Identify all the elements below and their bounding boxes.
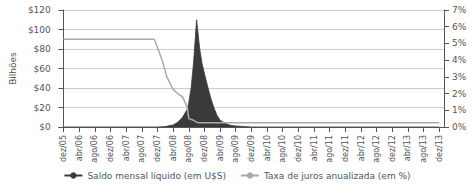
svg-text:$100: $100 xyxy=(28,25,51,35)
svg-text:dez/05: dez/05 xyxy=(59,135,68,162)
svg-text:2%: 2% xyxy=(452,89,467,99)
svg-text:dez/09: dez/09 xyxy=(247,135,256,162)
svg-text:abr/10: abr/10 xyxy=(263,135,272,161)
svg-text:ago/12: ago/12 xyxy=(372,135,381,163)
svg-text:$120: $120 xyxy=(28,5,51,15)
svg-text:dez/07: dez/07 xyxy=(153,135,162,162)
svg-text:ago/11: ago/11 xyxy=(325,135,334,163)
svg-text:abr/08: abr/08 xyxy=(169,135,178,161)
svg-text:7%: 7% xyxy=(452,5,467,15)
svg-text:3%: 3% xyxy=(452,72,467,82)
svg-text:ago/07: ago/07 xyxy=(137,135,146,163)
svg-text:dez/08: dez/08 xyxy=(200,135,209,162)
svg-text:abr/11: abr/11 xyxy=(310,135,319,161)
svg-text:Taxa de juros anualizada (em %: Taxa de juros anualizada (em %) xyxy=(263,171,411,181)
svg-text:1%: 1% xyxy=(452,105,467,115)
svg-text:$40: $40 xyxy=(34,83,51,93)
svg-text:0%: 0% xyxy=(452,122,467,132)
svg-text:ago/06: ago/06 xyxy=(90,135,99,163)
svg-text:ago/13: ago/13 xyxy=(419,135,428,163)
svg-text:dez/10: dez/10 xyxy=(294,135,303,162)
svg-text:ago/08: ago/08 xyxy=(184,135,193,163)
svg-text:ago/09: ago/09 xyxy=(231,135,240,163)
svg-text:abr/13: abr/13 xyxy=(403,135,412,161)
svg-text:dez/13: dez/13 xyxy=(435,135,444,162)
svg-text:$80: $80 xyxy=(34,44,51,54)
svg-text:$60: $60 xyxy=(34,64,51,74)
svg-text:Saldo mensal líquido (em U$S): Saldo mensal líquido (em U$S) xyxy=(87,171,226,181)
svg-text:abr/06: abr/06 xyxy=(75,135,84,161)
svg-text:$0: $0 xyxy=(39,122,51,132)
svg-text:6%: 6% xyxy=(452,22,467,32)
svg-text:abr/09: abr/09 xyxy=(216,135,225,161)
svg-text:dez/12: dez/12 xyxy=(388,135,397,162)
svg-text:abr/12: abr/12 xyxy=(357,135,366,161)
svg-text:dez/11: dez/11 xyxy=(341,135,350,162)
svg-text:5%: 5% xyxy=(452,38,467,48)
svg-text:4%: 4% xyxy=(452,55,467,65)
svg-text:abr/07: abr/07 xyxy=(122,135,131,161)
svg-text:ago/10: ago/10 xyxy=(278,135,287,163)
svg-text:Bilhões: Bilhões xyxy=(8,52,18,85)
svg-text:dez/06: dez/06 xyxy=(106,135,115,162)
svg-text:$20: $20 xyxy=(34,103,51,113)
